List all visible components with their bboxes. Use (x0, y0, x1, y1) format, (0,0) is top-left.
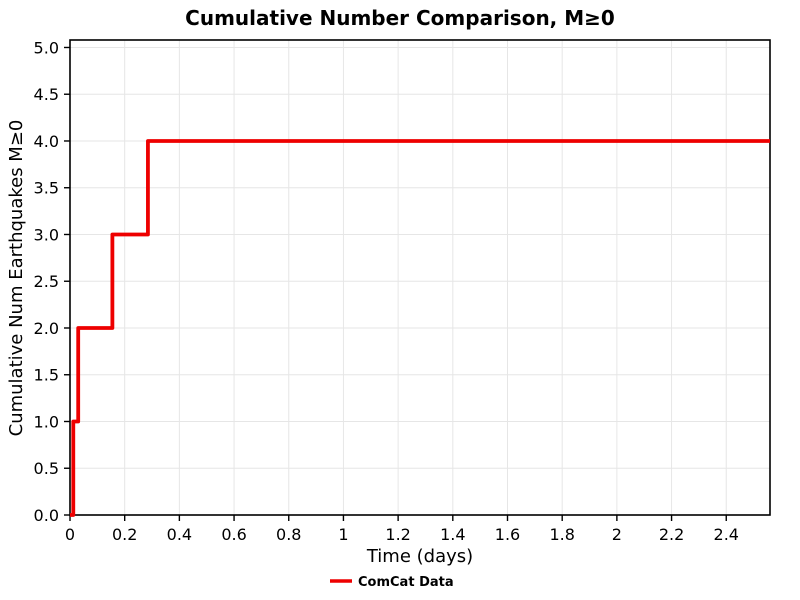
x-tick-label: 2.2 (659, 525, 684, 544)
legend-label: ComCat Data (358, 575, 454, 590)
y-tick-label: 0.0 (34, 506, 59, 525)
plot-layer: 0 0.2 0.4 0.6 0.8 1 1.2 1.4 1.6 1.8 2 2.2 2.4 0.0 0.5 1… (34, 38, 771, 544)
x-tick-label: 1 (338, 525, 348, 544)
series-line (70, 139, 770, 517)
x-tick-label: 1.8 (549, 525, 574, 544)
y-tick-label: 3.5 (34, 179, 59, 198)
x-tick-label: 0.8 (276, 525, 301, 544)
x-tick-label: 0 (65, 525, 75, 544)
y-tick-label: 5.0 (34, 38, 59, 57)
y-axis-label: Cumulative Num Earthquakes M≥0 (6, 120, 27, 437)
x-tick-label: 0.4 (167, 525, 192, 544)
y-tick-label: 0.5 (34, 459, 59, 478)
x-tick-label: 2.4 (714, 525, 739, 544)
y-tick-label: 2.5 (34, 272, 59, 291)
legend: ComCat Data (330, 575, 454, 590)
x-tick-label: 2 (612, 525, 622, 544)
y-tick-label: 1.0 (34, 412, 59, 431)
x-tick-label: 1.2 (385, 525, 410, 544)
y-tick-label: 1.5 (34, 366, 59, 385)
chart-title: Cumulative Number Comparison, M≥0 (185, 6, 615, 30)
x-axis-label: Time (days) (366, 546, 473, 567)
x-tick-label: 0.2 (112, 525, 137, 544)
plot-border (69, 39, 771, 516)
y-tick-label: 4.0 (34, 132, 59, 151)
x-tick-label: 1.6 (495, 525, 520, 544)
y-tick-label: 2.0 (34, 319, 59, 338)
y-tick-label: 4.5 (34, 85, 59, 104)
y-tick-label: 3.0 (34, 225, 59, 244)
x-tick-label: 1.4 (440, 525, 465, 544)
x-tick-label: 0.6 (221, 525, 246, 544)
